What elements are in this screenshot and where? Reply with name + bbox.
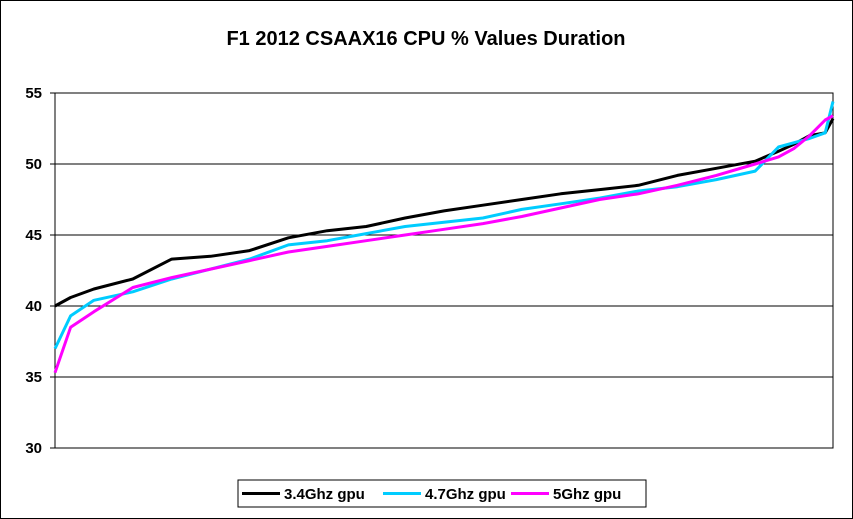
y-tick-label-50: 50 bbox=[25, 156, 42, 173]
y-tick-label-40: 40 bbox=[25, 298, 42, 315]
plot-area bbox=[54, 92, 834, 449]
series-lines bbox=[53, 101, 835, 374]
chart-title: F1 2012 CSAAX16 CPU % Values Duration bbox=[226, 28, 625, 50]
y-tick-label-30: 30 bbox=[25, 440, 42, 457]
legend: 3.4Ghz gpu 4.7Ghz gpu 5Ghz gpu bbox=[237, 479, 647, 508]
series-line-3-4ghz-gpu bbox=[54, 117, 835, 308]
legend-label-5ghz-gpu: 5Ghz gpu bbox=[553, 486, 621, 503]
y-axis-ticks: 30 35 40 45 50 55 bbox=[25, 85, 55, 457]
y-tick-label-55: 55 bbox=[25, 85, 42, 102]
gridlines bbox=[55, 92, 833, 449]
series-line-4-7ghz-gpu bbox=[53, 101, 835, 350]
legend-label-4-7ghz-gpu: 4.7Ghz gpu bbox=[425, 486, 506, 503]
y-tick-label-35: 35 bbox=[25, 369, 42, 386]
y-tick-label-45: 45 bbox=[25, 227, 42, 244]
series-line-5ghz-gpu bbox=[53, 114, 834, 374]
legend-box bbox=[237, 479, 647, 508]
legend-label-3-4ghz-gpu: 3.4Ghz gpu bbox=[284, 486, 365, 503]
